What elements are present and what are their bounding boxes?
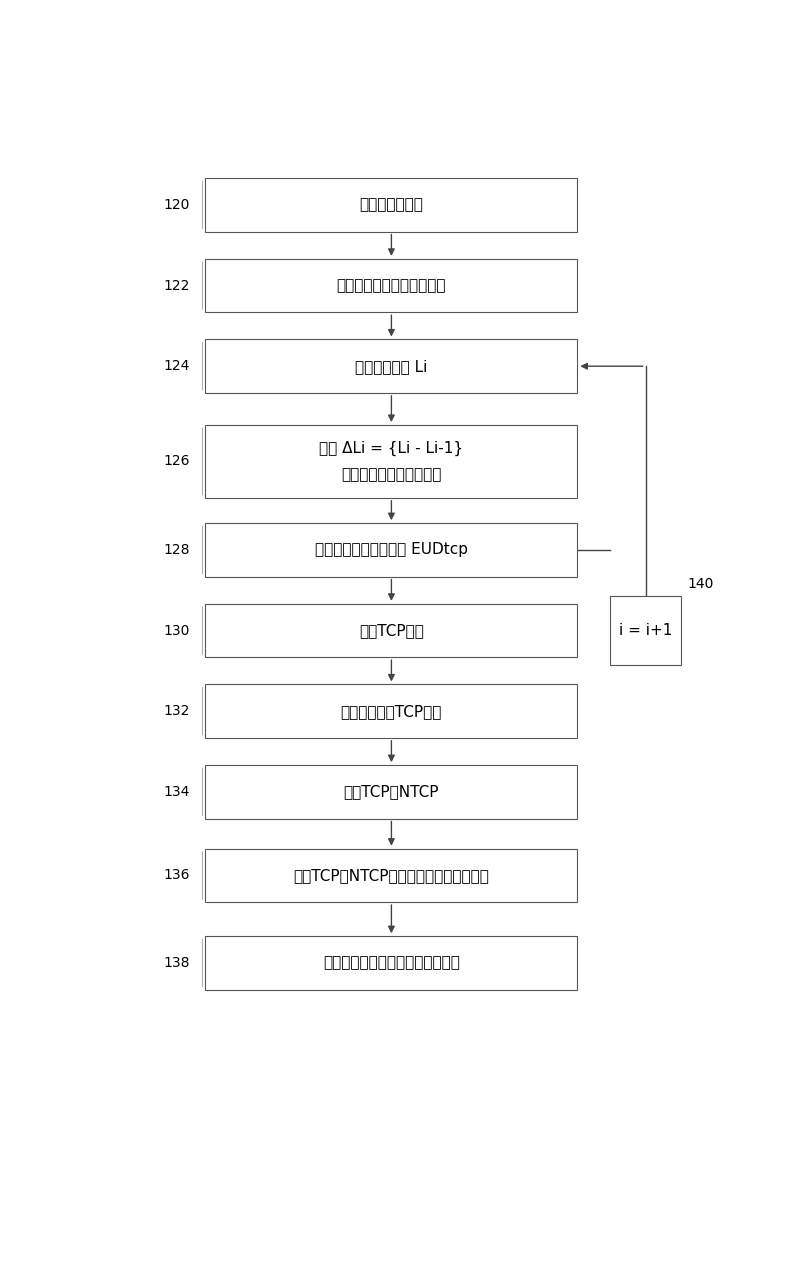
Text: 比较TCP和NTCP: 比较TCP和NTCP xyxy=(344,784,439,799)
Text: 确定TCP模型: 确定TCP模型 xyxy=(359,623,424,639)
Text: 基于TCP和NTCP之间的关系产生辐射计划: 基于TCP和NTCP之间的关系产生辐射计划 xyxy=(294,868,490,883)
Text: 120: 120 xyxy=(163,198,190,212)
FancyBboxPatch shape xyxy=(206,765,578,819)
FancyBboxPatch shape xyxy=(206,848,578,902)
Text: 基于辐射计划向目标施予辐射剂量: 基于辐射计划向目标施予辐射剂量 xyxy=(323,955,460,970)
Text: 采集目标的图像: 采集目标的图像 xyxy=(359,197,423,212)
FancyBboxPatch shape xyxy=(206,178,578,232)
Text: 128: 128 xyxy=(163,543,190,557)
Text: 130: 130 xyxy=(163,623,190,637)
FancyBboxPatch shape xyxy=(206,259,578,312)
FancyBboxPatch shape xyxy=(206,425,578,498)
FancyBboxPatch shape xyxy=(206,603,578,658)
Text: 122: 122 xyxy=(163,279,190,293)
Text: 向显示器输出TCP模型: 向显示器输出TCP模型 xyxy=(341,704,442,718)
FancyBboxPatch shape xyxy=(206,339,578,392)
Text: 评估生物标志 Li: 评估生物标志 Li xyxy=(355,358,427,374)
FancyBboxPatch shape xyxy=(610,596,682,665)
FancyBboxPatch shape xyxy=(206,936,578,989)
Text: 132: 132 xyxy=(163,704,190,718)
FancyBboxPatch shape xyxy=(206,524,578,577)
Text: 124: 124 xyxy=(163,360,190,374)
Text: 通过剂量修正因子调节 EUDtcp: 通过剂量修正因子调节 EUDtcp xyxy=(315,543,468,558)
Text: 计算优化的剂量修正因子: 计算优化的剂量修正因子 xyxy=(342,467,442,482)
Text: 138: 138 xyxy=(163,955,190,969)
Text: 140: 140 xyxy=(687,577,714,591)
Text: 将目标与辐射递送系统配准: 将目标与辐射递送系统配准 xyxy=(337,278,446,293)
Text: 基于 ΔLi = {Li - Li-1}: 基于 ΔLi = {Li - Li-1} xyxy=(319,440,463,456)
Text: 136: 136 xyxy=(163,868,190,882)
FancyBboxPatch shape xyxy=(206,684,578,738)
Text: 126: 126 xyxy=(163,454,190,468)
Text: i = i+1: i = i+1 xyxy=(619,623,672,639)
Text: 134: 134 xyxy=(163,785,190,799)
